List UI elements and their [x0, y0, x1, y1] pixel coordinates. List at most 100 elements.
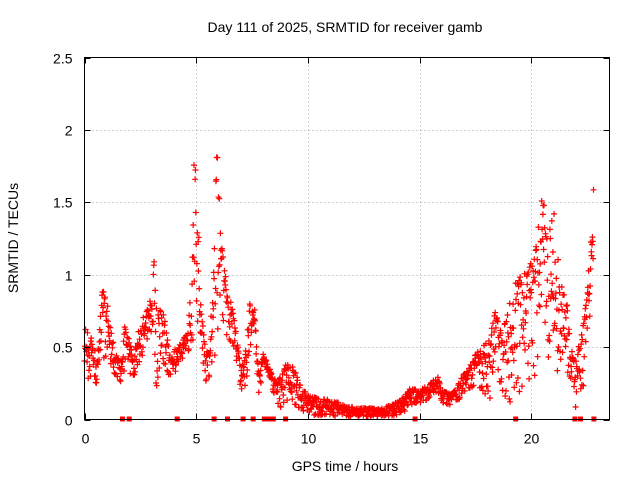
data-point — [191, 162, 197, 169]
data-point — [201, 341, 208, 348]
data-point — [501, 342, 508, 349]
data-point — [227, 299, 234, 306]
data-point — [166, 352, 173, 359]
data-point — [154, 358, 161, 365]
data-point — [543, 298, 550, 305]
data-point — [561, 309, 568, 315]
data-point — [574, 351, 581, 358]
data-point — [116, 377, 123, 383]
data-point — [531, 372, 538, 379]
data-point — [572, 404, 579, 410]
data-point — [482, 390, 489, 397]
data-point — [479, 360, 486, 367]
data-point — [537, 260, 544, 267]
data-point — [541, 259, 548, 266]
data-point — [546, 226, 553, 233]
data-point — [483, 371, 490, 378]
data-point — [188, 313, 195, 320]
data-point — [199, 323, 206, 329]
data-point — [548, 217, 555, 224]
data-point — [199, 345, 206, 352]
data-point — [257, 378, 264, 385]
data-point — [193, 297, 200, 304]
data-point — [578, 341, 585, 348]
data-point — [585, 291, 592, 298]
data-point — [519, 289, 526, 296]
data-point — [549, 280, 556, 287]
data-point — [533, 309, 540, 316]
data-point — [165, 343, 172, 350]
data-point — [505, 357, 512, 364]
data-point — [546, 332, 553, 339]
data-point — [288, 389, 295, 396]
data-point — [573, 388, 580, 395]
data-point — [217, 292, 223, 298]
data-point — [541, 224, 548, 231]
data-point — [566, 330, 573, 337]
data-point — [152, 328, 159, 335]
data-point — [590, 186, 597, 193]
data-point — [132, 368, 139, 375]
data-point — [210, 314, 216, 321]
data-point — [208, 333, 215, 340]
data-point — [208, 358, 215, 365]
x-axis-title: GPS time / hours — [292, 458, 399, 474]
data-point — [495, 366, 502, 373]
data-point — [502, 349, 509, 355]
data-point — [491, 348, 498, 355]
data-point — [561, 291, 568, 298]
data-point — [557, 356, 564, 363]
data-point — [84, 329, 91, 336]
data-point — [206, 373, 213, 380]
data-point — [294, 377, 301, 384]
data-point — [393, 411, 400, 418]
data-point — [247, 302, 254, 309]
data-point — [186, 299, 193, 306]
data-point — [587, 283, 594, 289]
data-point — [228, 320, 235, 327]
data-point — [108, 351, 115, 358]
data-point — [111, 370, 118, 377]
data-point — [516, 388, 523, 395]
data-point — [96, 356, 102, 363]
data-point — [522, 319, 529, 326]
data-point — [219, 247, 226, 254]
data-point — [217, 230, 224, 237]
data-point — [252, 317, 258, 324]
data-point — [247, 341, 254, 348]
data-point — [300, 407, 307, 414]
data-point — [94, 361, 101, 368]
data-point — [131, 353, 138, 360]
data-point — [293, 387, 300, 394]
data-point — [561, 332, 568, 339]
data-point — [198, 311, 205, 318]
data-point — [215, 269, 222, 276]
data-point — [255, 389, 262, 396]
data-point — [487, 342, 494, 348]
data-point — [581, 353, 588, 360]
data-point — [263, 357, 270, 364]
data-point — [274, 389, 281, 395]
data-point — [172, 368, 179, 375]
data-point — [562, 314, 569, 321]
data-point — [503, 338, 510, 345]
data-point — [524, 281, 531, 288]
data-point — [544, 277, 551, 284]
data-point — [335, 399, 342, 406]
data-point — [236, 362, 243, 369]
data-point — [157, 350, 164, 357]
data-point — [510, 357, 517, 364]
data-point — [195, 234, 202, 241]
data-point — [538, 198, 545, 204]
data-point — [110, 339, 117, 346]
y-tick-label: 0 — [65, 413, 73, 429]
data-point — [108, 330, 115, 337]
data-point — [479, 370, 486, 377]
data-point — [253, 343, 260, 350]
data-point — [150, 271, 157, 278]
x-tick-label: 10 — [301, 431, 317, 447]
data-point — [105, 329, 112, 336]
data-point — [164, 337, 171, 344]
data-point — [476, 359, 483, 366]
data-point — [280, 399, 287, 406]
